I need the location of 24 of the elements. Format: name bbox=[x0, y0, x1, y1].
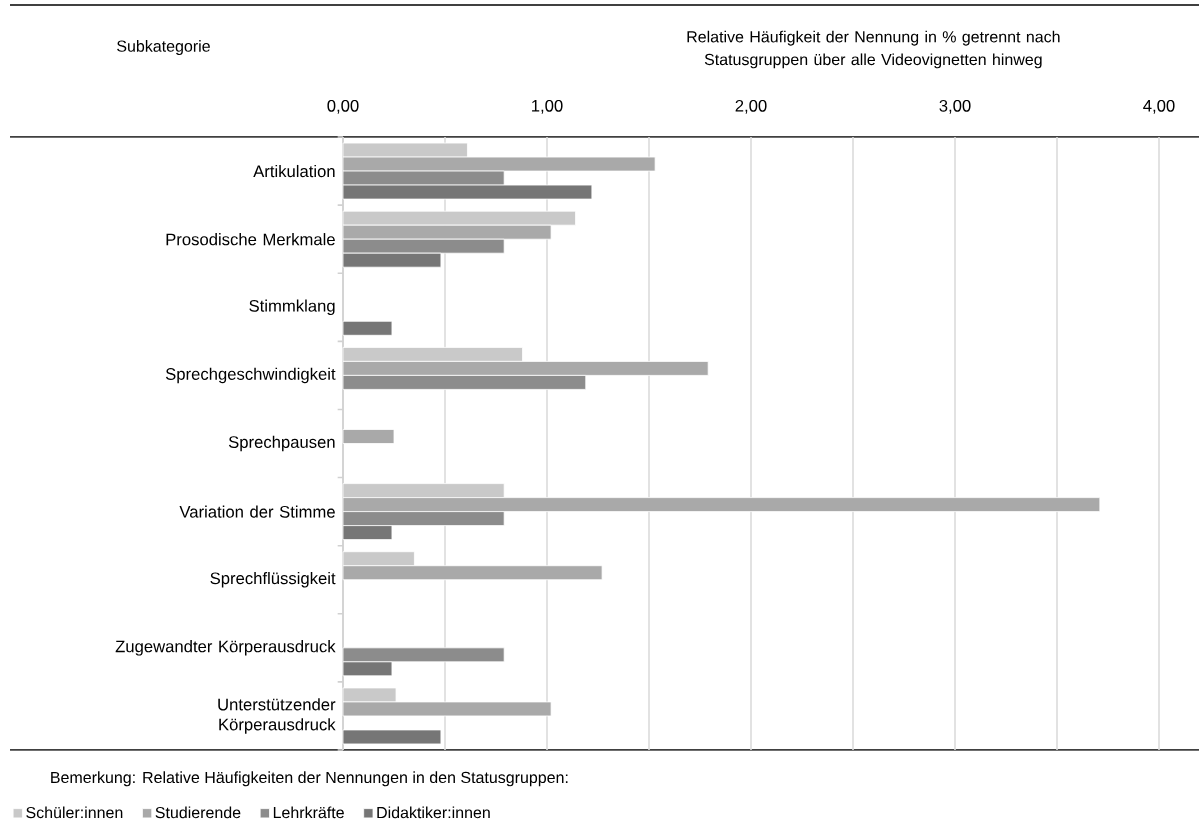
y-tick-label: Stimmklang bbox=[249, 299, 335, 316]
bar bbox=[342, 729, 442, 745]
x-tick-label: 1,00 bbox=[532, 99, 563, 114]
bar bbox=[342, 320, 393, 336]
x-tick-label: 4,00 bbox=[1143, 99, 1175, 114]
x-tick-label: 0,00 bbox=[327, 99, 359, 114]
y-axis-title: Subkategorie bbox=[117, 40, 210, 55]
legend-label: Lehrkräfte bbox=[273, 806, 344, 819]
text: Bemerkung: Relative Häufigkeiten der Nennungen in den Statusgruppen: bbox=[51, 771, 568, 787]
y-tick-label: Sprechflüssigkeit bbox=[210, 571, 336, 588]
legend-label: Schüler:innen bbox=[26, 806, 123, 819]
y-tick-label: Sprechgeschwindigkeit bbox=[165, 367, 336, 384]
legend-label: Didaktiker:innen bbox=[377, 806, 490, 819]
y-tick-label: Zugewandter Körperausdruck bbox=[115, 640, 336, 656]
x-axis-title: Relative Häufigkeit der Nennung in % getrennt nach Statusgruppen über alle Videovignetten hinweg bbox=[687, 30, 1060, 69]
y-tick-label: Variation der Stimme bbox=[179, 505, 335, 518]
legend-label: Studierende bbox=[155, 806, 241, 819]
x-tick-label: 3,00 bbox=[939, 99, 971, 114]
y-tick-label: Artikulation bbox=[253, 164, 335, 178]
y-tick-label: Unterstützender Körperausdruck bbox=[218, 698, 336, 734]
x-tick-label: 2,00 bbox=[735, 99, 767, 114]
y-tick-label: Sprechpausen bbox=[228, 435, 335, 452]
bar bbox=[342, 429, 395, 444]
y-tick-label: Prosodische Merkmale bbox=[166, 233, 335, 246]
